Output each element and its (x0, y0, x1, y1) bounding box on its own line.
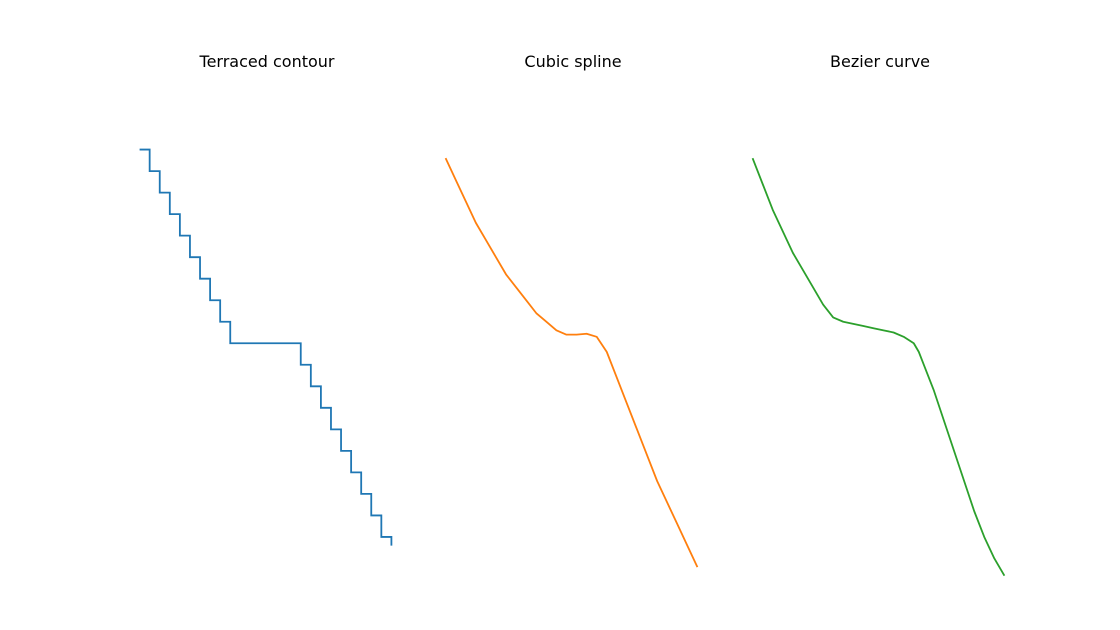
panel-title-bezier: Bezier curve (830, 52, 930, 71)
series-line-terraced (139, 148, 393, 546)
panel-cubic-spline: Cubic spline (444, 52, 699, 568)
panel-title-terraced: Terraced contour (199, 52, 335, 71)
series-line-bezier (751, 157, 1006, 577)
panel-terraced-contour: Terraced contour (139, 52, 393, 546)
panel-bezier-curve: Bezier curve (751, 52, 1006, 577)
series-line-cubic (444, 157, 699, 568)
panel-title-cubic: Cubic spline (524, 52, 621, 71)
